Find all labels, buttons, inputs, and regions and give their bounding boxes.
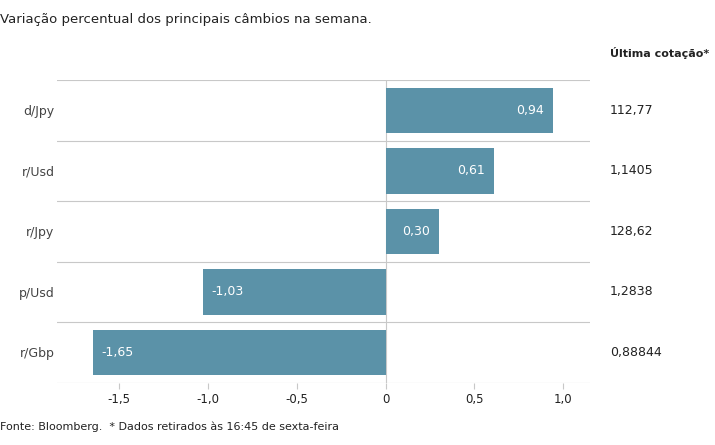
Bar bbox=[93, 330, 385, 375]
Text: Fonte: Bloomberg.  * Dados retirados às 16:45 de sexta-feira: Fonte: Bloomberg. * Dados retirados às 1… bbox=[0, 421, 339, 432]
Text: 112,77: 112,77 bbox=[610, 104, 654, 117]
Text: 0,88844: 0,88844 bbox=[610, 346, 661, 359]
Text: Última cotação*: Última cotação* bbox=[610, 47, 709, 59]
Bar bbox=[385, 148, 494, 194]
Text: 0,94: 0,94 bbox=[516, 104, 543, 117]
Text: -1,65: -1,65 bbox=[102, 346, 134, 359]
Text: 0,61: 0,61 bbox=[458, 164, 485, 178]
Text: 1,2838: 1,2838 bbox=[610, 285, 654, 299]
Bar bbox=[203, 269, 385, 315]
Bar bbox=[385, 88, 553, 133]
Text: -1,03: -1,03 bbox=[212, 285, 244, 299]
Bar bbox=[385, 209, 439, 254]
Text: 0,30: 0,30 bbox=[403, 225, 430, 238]
Text: 128,62: 128,62 bbox=[610, 225, 654, 238]
Text: 1,1405: 1,1405 bbox=[610, 164, 654, 178]
Text: Variação percentual dos principais câmbios na semana.: Variação percentual dos principais câmbi… bbox=[0, 13, 372, 26]
